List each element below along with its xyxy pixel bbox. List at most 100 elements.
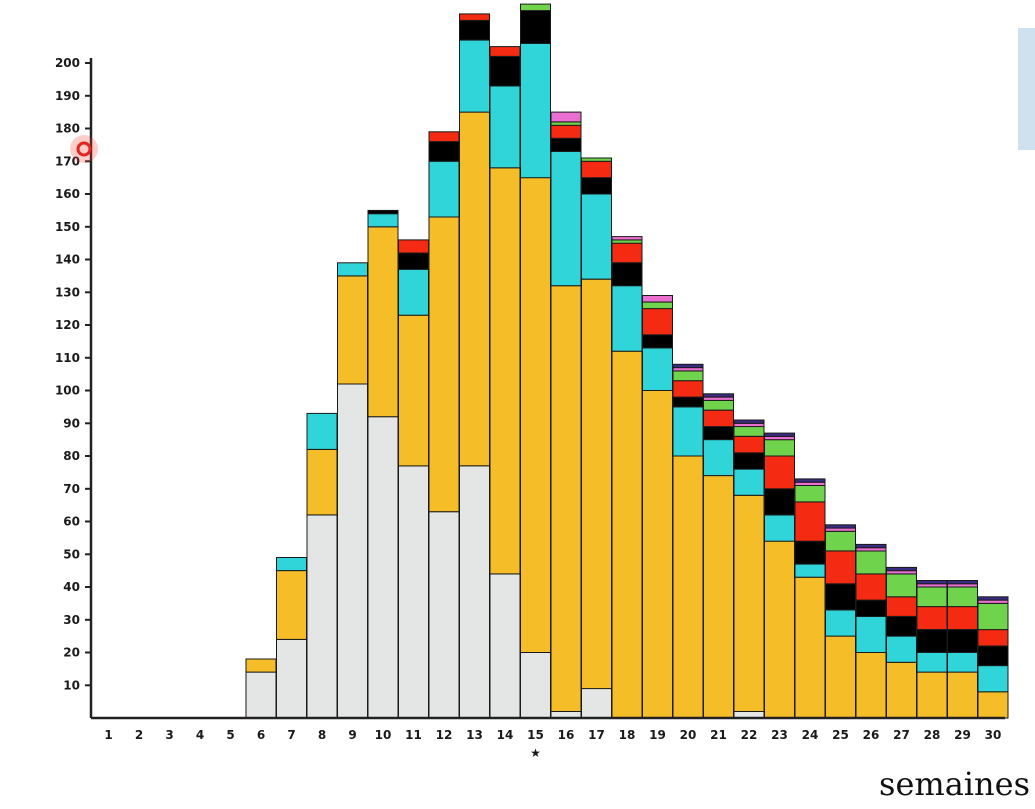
bar-segment-week-14-layer-4 (489, 56, 521, 87)
bar-segment-week-15-layer-3 (520, 42, 551, 179)
y-tick-label-30: 30 (63, 613, 80, 627)
bar-segment-week-19-layer-3 (642, 347, 673, 391)
side-panel-edge (1018, 28, 1035, 150)
bar-segment-week-30-layer-6 (977, 602, 1009, 631)
bar-segment-week-16-layer-4 (550, 137, 582, 152)
bar-segment-week-12-layer-4 (428, 141, 460, 162)
bar-segment-week-24-layer-5 (794, 501, 826, 542)
bar-segment-week-27-layer-4 (886, 616, 917, 637)
x-tick-label-13: 13 (466, 728, 483, 742)
bar-segment-week-6-layer-2 (245, 658, 277, 673)
x-tick-label-7: 7 (287, 728, 295, 742)
bar-segment-week-22-layer-2 (733, 494, 765, 712)
bar-segment-week-30-layer-2 (977, 691, 1009, 719)
bar-segment-week-23-layer-2 (764, 540, 795, 719)
x-tick-label-15: 15 (527, 728, 544, 742)
bar-segment-week-30-layer-8 (977, 596, 1009, 601)
bar-segment-week-12-layer-2 (428, 216, 460, 513)
y-tick-label-90: 90 (63, 416, 80, 430)
bar-segment-week-18-layer-3 (611, 285, 643, 352)
bar-segment-week-27-layer-5 (886, 596, 917, 617)
bar-segment-week-25-layer-8 (825, 524, 856, 529)
bar-segment-week-27-layer-3 (886, 635, 917, 663)
bar-segment-week-27-layer-2 (886, 661, 917, 719)
bar-segment-week-9-layer-2 (337, 275, 368, 385)
y-tick-label-10: 10 (63, 678, 80, 692)
bars-group (245, 3, 1009, 719)
x-tick-label-17: 17 (588, 728, 605, 742)
y-tick-label-200: 200 (55, 56, 80, 70)
bar-segment-week-26-layer-2 (855, 652, 887, 719)
bar-segment-week-24-layer-4 (794, 540, 826, 565)
bar-segment-week-16-layer-7 (550, 111, 582, 123)
x-tick-label-29: 29 (954, 728, 971, 742)
y-tick-label-130: 130 (55, 285, 80, 299)
x-tick-label-5: 5 (226, 728, 234, 742)
bar-segment-week-15-layer-1 (520, 652, 551, 719)
bar-segment-week-26-layer-6 (855, 550, 887, 575)
bar-segment-week-18-layer-5 (611, 242, 643, 264)
bar-segment-week-17-layer-5 (581, 160, 612, 179)
x-tick-label-27: 27 (893, 728, 910, 742)
bar-segment-week-17-layer-1 (581, 688, 612, 719)
bar-segment-week-28-layer-2 (916, 671, 948, 719)
x-tick-label-12: 12 (436, 728, 453, 742)
x-tick-label-14: 14 (497, 728, 514, 742)
bar-segment-week-14-layer-5 (489, 46, 521, 57)
bar-segment-week-20-layer-3 (672, 406, 704, 457)
bar-segment-week-10-layer-4 (367, 209, 399, 215)
x-tick-label-16: 16 (558, 728, 575, 742)
bar-segment-week-11-layer-4 (398, 252, 429, 270)
bar-segment-week-24-layer-3 (794, 563, 826, 578)
bar-segment-week-25-layer-6 (825, 530, 856, 552)
bar-segment-week-7-layer-1 (276, 638, 307, 719)
x-tick-label-30: 30 (985, 728, 1002, 742)
bar-segment-week-17-layer-3 (581, 193, 612, 280)
bar-segment-week-23-layer-4 (764, 488, 795, 516)
y-tick-label-80: 80 (63, 449, 80, 463)
cursor-ring (76, 141, 92, 157)
bar-segment-week-23-layer-3 (764, 514, 795, 542)
bar-segment-week-19-layer-4 (642, 334, 673, 349)
bar-segment-week-17-layer-4 (581, 177, 612, 195)
bar-segment-week-21-layer-6 (703, 399, 734, 411)
bar-segment-week-21-layer-4 (703, 426, 734, 441)
y-tick-label-160: 160 (55, 187, 80, 201)
y-tick-label-150: 150 (55, 220, 80, 234)
bar-segment-week-14-layer-1 (489, 573, 521, 719)
bar-segment-week-11-layer-2 (398, 314, 429, 467)
y-axis: 10 20 30 40 50 60 70 80 90 100 110 120 130 140 150 160 1… (55, 56, 93, 718)
x-tick-label-25: 25 (832, 728, 849, 742)
bar-segment-week-27-layer-8 (886, 566, 917, 572)
x-tick-label-6: 6 (257, 728, 265, 742)
bar-segment-week-13-layer-3 (459, 39, 490, 113)
bar-segment-week-26-layer-4 (855, 599, 887, 617)
bar-segment-week-18-layer-4 (611, 262, 643, 287)
bar-segment-week-26-layer-5 (855, 573, 887, 601)
bar-segment-week-12-layer-3 (428, 160, 460, 218)
x-tick-label-10: 10 (375, 728, 392, 742)
y-tick-label-40: 40 (63, 580, 80, 594)
bar-segment-week-11-layer-3 (398, 268, 429, 316)
bar-segment-week-22-layer-6 (733, 426, 765, 437)
x-tick-label-11: 11 (405, 728, 422, 742)
bar-segment-week-24-layer-6 (794, 485, 826, 503)
bar-segment-week-16-layer-3 (550, 150, 582, 287)
bar-segment-week-18-layer-2 (611, 350, 643, 719)
bar-segment-week-22-layer-4 (733, 452, 765, 470)
bar-segment-week-21-layer-8 (703, 393, 734, 398)
bar-segment-week-15-layer-2 (520, 177, 551, 653)
bar-segment-week-11-layer-1 (398, 465, 429, 719)
bar-segment-week-21-layer-2 (703, 475, 734, 719)
x-tick-label-21: 21 (710, 728, 727, 742)
bar-segment-week-16-layer-6 (550, 121, 582, 126)
x-tick-label-20: 20 (680, 728, 697, 742)
bar-segment-week-12-layer-1 (428, 511, 460, 719)
x-tick-label-8: 8 (318, 728, 326, 742)
bar-segment-week-25-layer-5 (825, 550, 856, 585)
bar-segment-week-30-layer-3 (977, 665, 1009, 693)
bar-segment-week-18-layer-7 (611, 236, 643, 241)
bar-segment-week-10-layer-2 (367, 226, 399, 418)
x-tick-label-23: 23 (771, 728, 788, 742)
